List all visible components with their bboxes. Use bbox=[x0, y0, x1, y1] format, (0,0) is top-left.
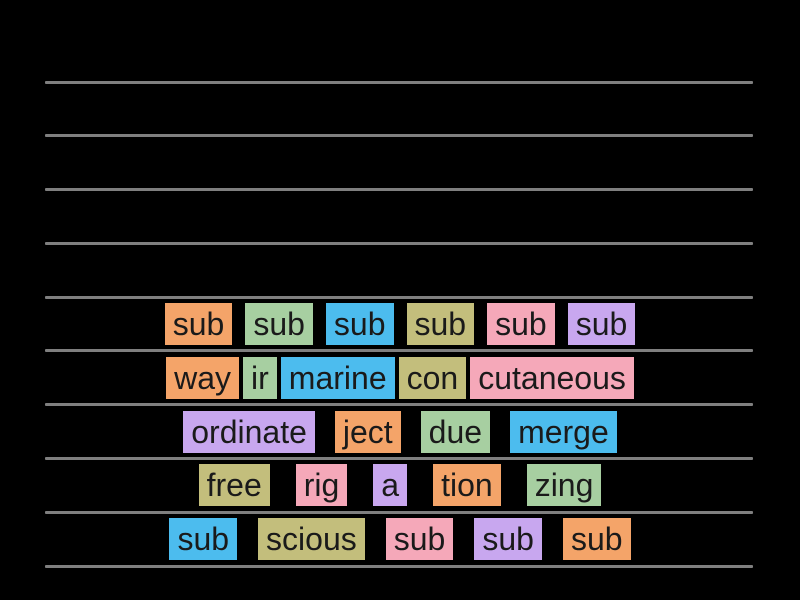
word-tile[interactable]: merge bbox=[510, 410, 617, 453]
word-tile[interactable]: ject bbox=[334, 410, 401, 453]
word-tile[interactable]: tion bbox=[433, 464, 501, 506]
word-tile[interactable]: sub bbox=[474, 518, 542, 560]
tile-row-3: ordinate ject due merge bbox=[0, 410, 800, 453]
word-tile[interactable]: rig bbox=[295, 464, 348, 506]
word-tile[interactable]: sub bbox=[567, 303, 636, 345]
rule-line bbox=[45, 241, 753, 245]
word-tile[interactable]: con bbox=[398, 356, 467, 399]
tile-row-2: way ir marine con cutaneous bbox=[0, 356, 800, 399]
word-tile[interactable]: sub bbox=[325, 303, 394, 345]
word-tile[interactable]: ordinate bbox=[183, 410, 315, 453]
rule-line bbox=[45, 564, 753, 568]
tile-row-5: sub scious sub sub sub bbox=[0, 518, 800, 560]
word-tile[interactable]: ir bbox=[243, 356, 277, 399]
word-tile[interactable]: cutaneous bbox=[470, 356, 634, 399]
word-tile[interactable]: sub bbox=[406, 303, 475, 345]
word-tile[interactable]: way bbox=[166, 356, 240, 399]
word-tile[interactable]: marine bbox=[280, 356, 395, 399]
word-tile[interactable]: zing bbox=[526, 464, 602, 506]
word-tile[interactable]: scious bbox=[258, 518, 365, 560]
word-tile[interactable]: sub bbox=[385, 518, 454, 560]
word-tile[interactable]: sub bbox=[164, 303, 233, 345]
word-tile[interactable]: sub bbox=[245, 303, 313, 345]
tile-row-4: free rig a tion zing bbox=[0, 464, 800, 506]
rule-line bbox=[45, 295, 753, 299]
word-tile[interactable]: due bbox=[420, 410, 491, 453]
rule-line bbox=[45, 80, 753, 84]
rule-line bbox=[45, 188, 753, 192]
tile-row-1: sub sub sub sub sub sub bbox=[0, 303, 800, 345]
rule-line bbox=[45, 349, 753, 353]
word-tile[interactable]: sub bbox=[562, 518, 631, 560]
word-tile[interactable]: free bbox=[198, 464, 270, 506]
rule-line bbox=[45, 403, 753, 407]
word-tile[interactable]: sub bbox=[169, 518, 238, 560]
word-tile[interactable]: a bbox=[373, 464, 408, 506]
word-tile[interactable]: sub bbox=[487, 303, 555, 345]
rule-line bbox=[45, 456, 753, 460]
rule-line bbox=[45, 510, 753, 514]
rule-line bbox=[45, 134, 753, 138]
